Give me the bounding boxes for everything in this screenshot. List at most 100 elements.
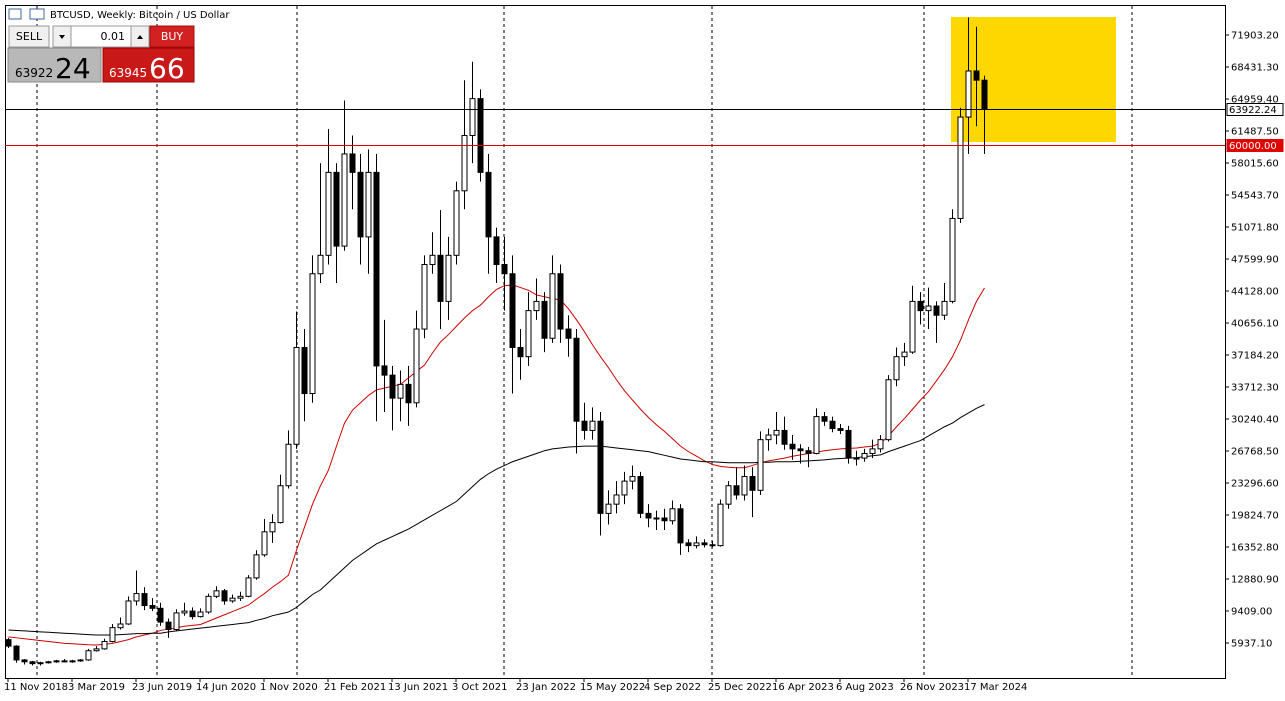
candle-body bbox=[85, 650, 92, 661]
candle-body bbox=[901, 351, 908, 358]
candle-body bbox=[277, 485, 284, 524]
candle-body bbox=[333, 171, 340, 247]
y-tick-label: 47599.90 bbox=[1231, 255, 1279, 266]
candle-body bbox=[653, 517, 660, 520]
candle-body bbox=[517, 346, 524, 358]
y-tick-label: 16352.80 bbox=[1231, 543, 1279, 554]
candle-body bbox=[677, 508, 684, 544]
candle-body bbox=[845, 429, 852, 459]
candle-body bbox=[189, 610, 196, 618]
candle-body bbox=[749, 476, 756, 491]
candle-body bbox=[525, 310, 532, 358]
candle-body bbox=[269, 522, 276, 533]
y-tick-label: 68431.30 bbox=[1231, 62, 1279, 73]
candle-body bbox=[949, 217, 956, 302]
candle-body bbox=[773, 429, 780, 436]
candle-body bbox=[509, 273, 516, 348]
candle-body bbox=[325, 171, 332, 256]
candle-body bbox=[789, 443, 796, 450]
candle-body bbox=[197, 611, 204, 618]
bid-box[interactable] bbox=[7, 47, 102, 83]
candle-body bbox=[917, 300, 924, 312]
x-tick-label: 25 Dec 2022 bbox=[708, 682, 772, 693]
marks bbox=[5, 17, 988, 666]
candle-body bbox=[717, 503, 724, 547]
candle-body bbox=[829, 420, 836, 430]
candle-body bbox=[629, 476, 636, 482]
candle-body bbox=[957, 116, 964, 219]
sell-label: SELL bbox=[16, 30, 43, 43]
x-tick-label: 13 Jun 2021 bbox=[388, 682, 448, 693]
y-tick-label: 9409.00 bbox=[1231, 607, 1272, 618]
y-tick-label: 54543.70 bbox=[1231, 191, 1279, 202]
candle-body bbox=[5, 639, 12, 647]
candle-body bbox=[221, 590, 228, 602]
x-tick-label: 1 Nov 2020 bbox=[260, 682, 318, 693]
candle-body bbox=[245, 577, 252, 597]
y-tick-label: 5937.10 bbox=[1231, 639, 1272, 650]
sell-button[interactable] bbox=[8, 25, 50, 48]
candle-body bbox=[309, 273, 316, 395]
candle-body bbox=[813, 416, 820, 454]
y-tick-label: 58015.60 bbox=[1231, 158, 1279, 169]
candle-body bbox=[109, 627, 116, 643]
icon bbox=[29, 8, 45, 20]
candle-body bbox=[261, 531, 268, 556]
moving-average bbox=[8, 404, 985, 636]
y-tick-label: 33712.30 bbox=[1231, 383, 1279, 394]
y-tick-label: 26768.50 bbox=[1231, 447, 1279, 458]
candle-body bbox=[605, 503, 612, 514]
x-tick-label: 17 Mar 2024 bbox=[964, 682, 1027, 693]
x-tick-label: 26 Nov 2023 bbox=[900, 682, 964, 693]
candle-body bbox=[661, 517, 668, 522]
candle-body bbox=[213, 590, 220, 597]
candle-body bbox=[437, 254, 444, 302]
candle-body bbox=[149, 605, 156, 609]
x-tick-label: 16 Apr 2023 bbox=[772, 682, 834, 693]
candle-body bbox=[973, 70, 980, 81]
y-tick-label: 37184.20 bbox=[1231, 351, 1279, 362]
candle-body bbox=[597, 420, 604, 514]
candle-body bbox=[69, 660, 76, 663]
candle-body bbox=[301, 346, 308, 395]
candle-body bbox=[853, 457, 860, 460]
price-label-box bbox=[1226, 103, 1284, 116]
icon bbox=[8, 8, 22, 20]
arrow-down bbox=[59, 35, 65, 39]
candle-body bbox=[101, 641, 108, 650]
candle-body bbox=[485, 171, 492, 238]
y-tick-label: 30240.40 bbox=[1231, 415, 1279, 426]
y-tick-label: 44128.00 bbox=[1231, 287, 1279, 298]
candle-body bbox=[861, 452, 868, 459]
candle-body bbox=[893, 356, 900, 381]
bid-big: 24 bbox=[55, 52, 91, 85]
x-tick-label: 4 Sep 2022 bbox=[644, 682, 701, 693]
candle-body bbox=[757, 439, 764, 491]
candle-body bbox=[77, 659, 84, 662]
candle-body bbox=[941, 300, 948, 316]
y-tick-label: 51071.80 bbox=[1231, 223, 1279, 234]
candle-body bbox=[405, 383, 412, 404]
candle-body bbox=[581, 420, 588, 431]
candle-body bbox=[285, 443, 292, 487]
candle-body bbox=[613, 494, 620, 505]
candle-body bbox=[925, 305, 932, 312]
candle-body bbox=[445, 254, 452, 302]
candle-body bbox=[621, 480, 628, 496]
candle-body bbox=[965, 70, 972, 118]
x-tick-label: 15 May 2022 bbox=[580, 682, 645, 693]
candle-body bbox=[741, 476, 748, 496]
candle-body bbox=[805, 450, 812, 454]
x-tick-label: 23 Jan 2022 bbox=[516, 682, 576, 693]
ask-box[interactable] bbox=[102, 47, 195, 83]
candle-body bbox=[877, 439, 884, 450]
y-tick-label: 64959.40 bbox=[1231, 94, 1279, 105]
candle-body bbox=[589, 420, 596, 431]
candle-body bbox=[61, 660, 68, 663]
buy-button[interactable] bbox=[149, 25, 195, 48]
buy-label: BUY bbox=[161, 30, 184, 43]
candle-body bbox=[29, 661, 36, 665]
candle-body bbox=[421, 264, 428, 330]
candle-body bbox=[45, 661, 52, 664]
candle-body bbox=[733, 485, 740, 496]
